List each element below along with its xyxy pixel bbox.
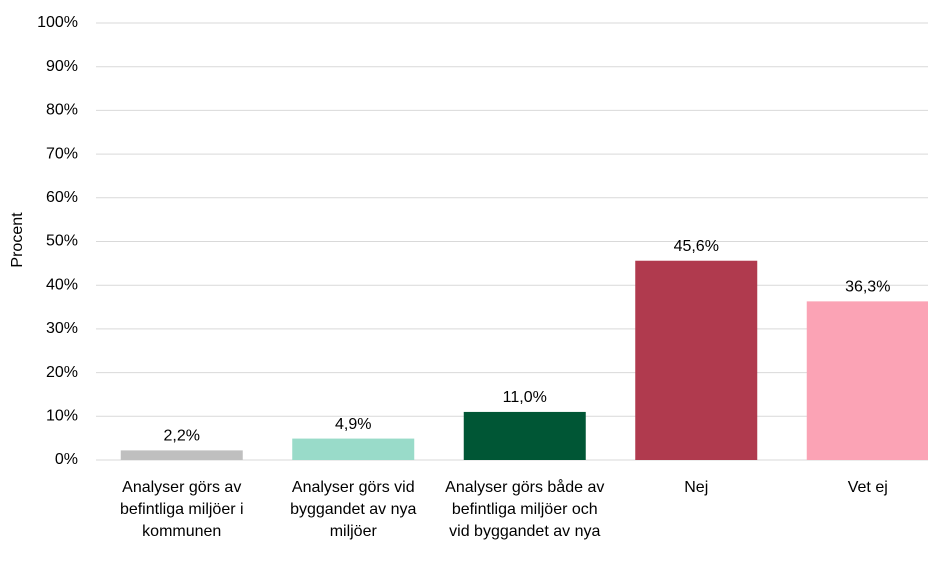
y-tick-label: 70% — [46, 145, 78, 162]
y-tick-label: 100% — [37, 14, 78, 31]
x-tick-label: Analyser görs både av befintliga miljöer… — [445, 479, 605, 540]
y-tick-label: 60% — [46, 189, 78, 206]
y-tick-label: 0% — [55, 451, 78, 468]
x-tick-label: Nej — [684, 479, 709, 496]
y-tick-label: 50% — [46, 233, 78, 250]
y-tick-label: 30% — [46, 320, 78, 337]
y-tick-label: 20% — [46, 364, 78, 381]
bar — [292, 438, 415, 460]
bar — [635, 260, 758, 460]
y-tick-label: 40% — [46, 276, 78, 293]
value-label: 4,9% — [335, 416, 371, 433]
x-tick-label: Vet ej — [847, 479, 888, 496]
bar — [120, 450, 243, 460]
value-label: 36,3% — [845, 279, 890, 296]
value-label: 45,6% — [674, 238, 719, 255]
bar — [806, 301, 928, 460]
x-tick-label: Analyser görs vid byggandet av nya miljö… — [290, 479, 417, 540]
y-tick-label: 90% — [46, 58, 78, 75]
x-tick-label: Analyser görs av befintliga miljöer i ko… — [119, 479, 244, 540]
y-tick-label: 80% — [46, 102, 78, 119]
value-label: 2,2% — [164, 428, 200, 445]
bar — [463, 411, 586, 460]
y-tick-label: 10% — [46, 408, 78, 425]
value-label: 11,0% — [503, 389, 547, 406]
y-axis-title: Procent — [9, 212, 26, 268]
